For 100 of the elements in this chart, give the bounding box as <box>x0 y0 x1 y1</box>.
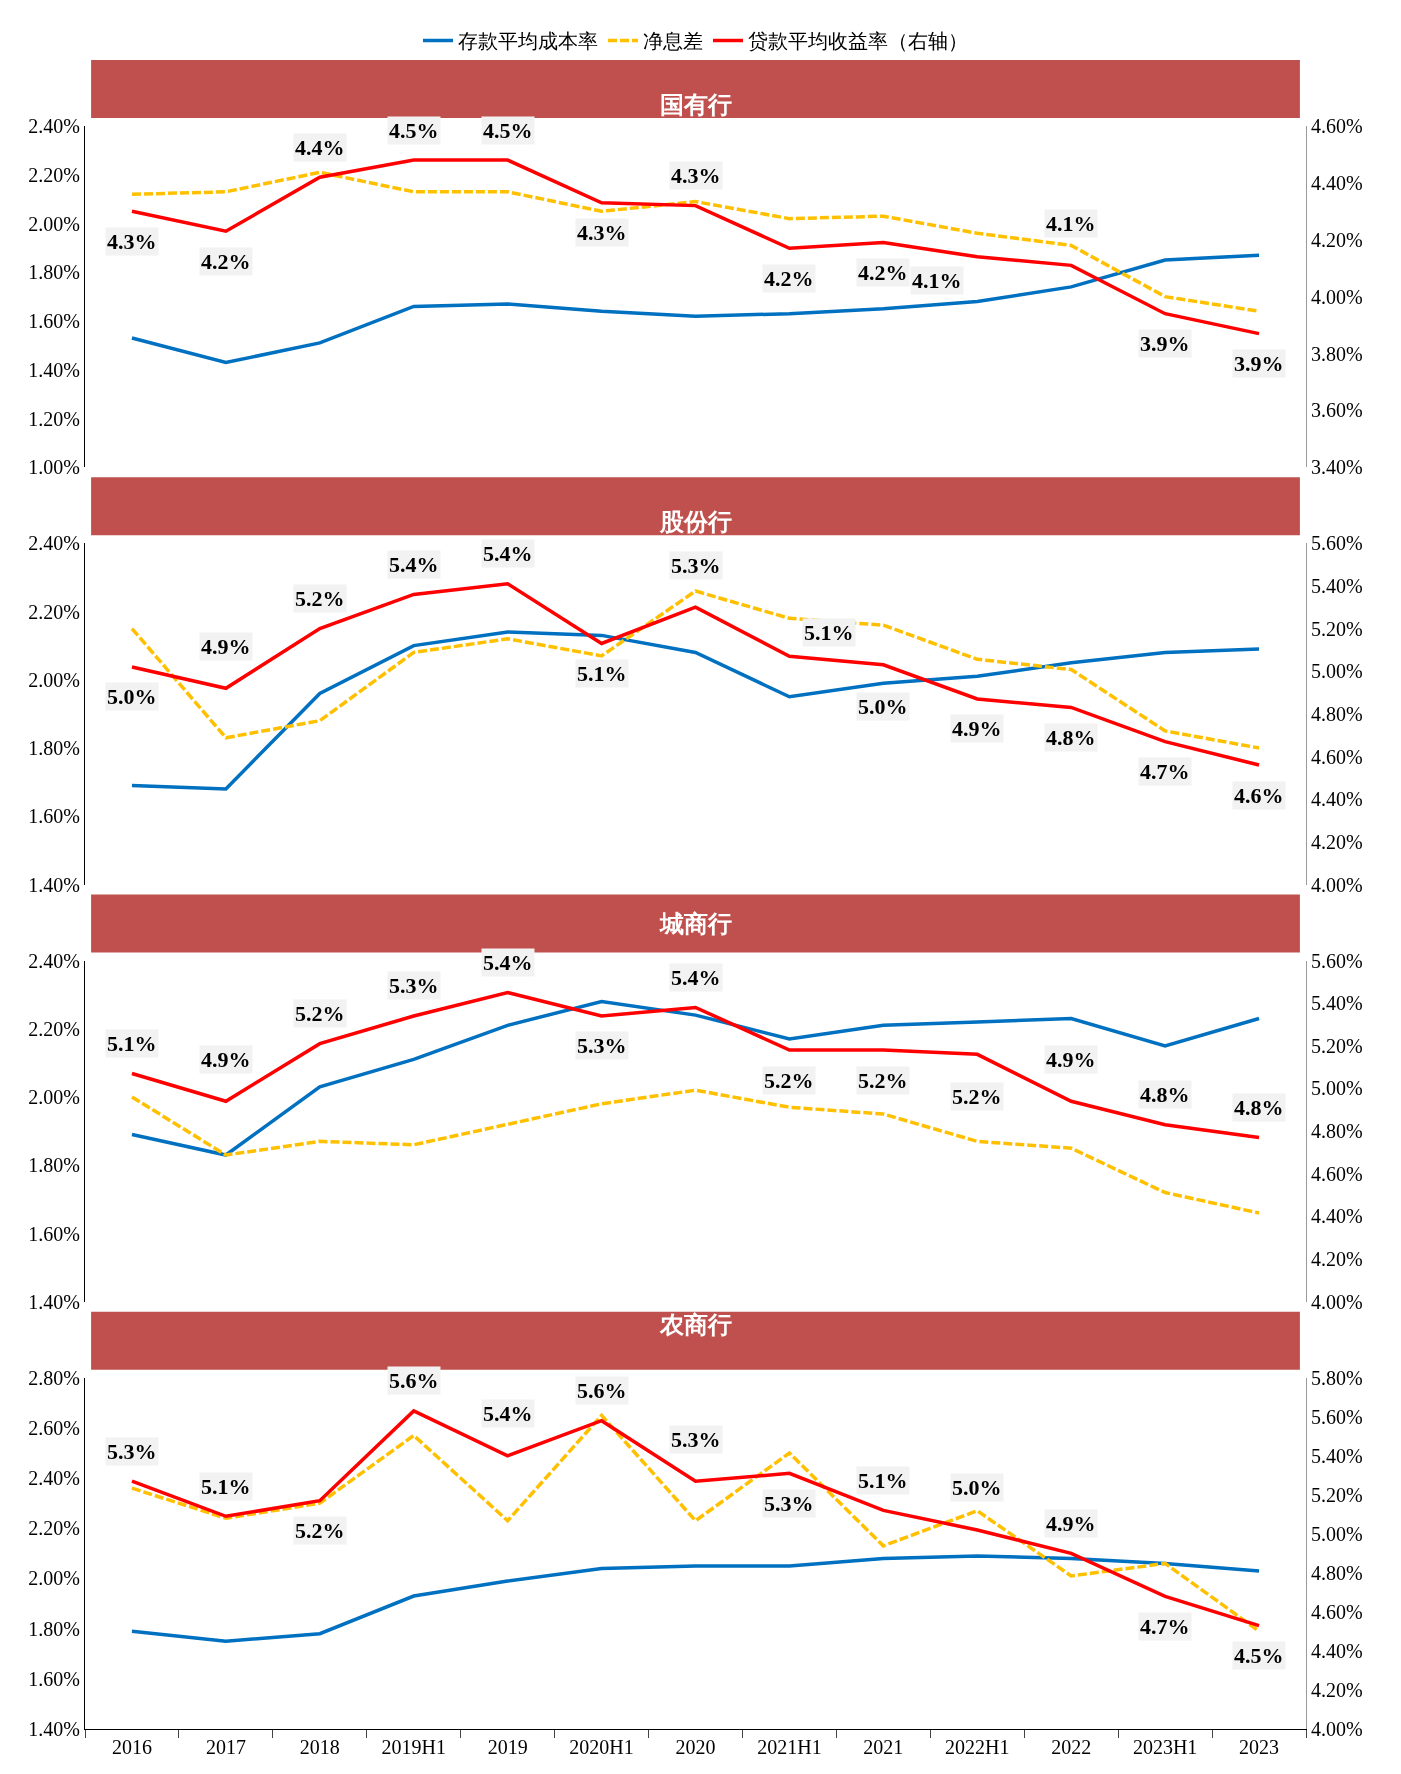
data-label: 5.4% <box>483 1401 533 1426</box>
data-label: 5.1% <box>858 1468 908 1493</box>
data-label: 5.4% <box>671 965 721 990</box>
y2-tick-label: 3.40% <box>1311 456 1363 479</box>
y-tick-label: 1.80% <box>28 1617 80 1640</box>
y-tick-label: 1.80% <box>28 737 80 759</box>
y-tick-label: 2.00% <box>28 1086 80 1108</box>
y2-tick-label: 4.60% <box>1311 745 1363 768</box>
data-label: 5.4% <box>483 541 533 566</box>
data-label: 5.2% <box>764 1068 814 1093</box>
y2-tick-label: 5.60% <box>1311 1405 1363 1428</box>
x-tick-label: 2021H1 <box>757 1736 822 1759</box>
y2-tick-label: 4.80% <box>1311 1561 1363 1584</box>
y2-tick-label: 3.80% <box>1311 342 1363 365</box>
data-label: 4.4% <box>295 135 345 160</box>
data-label: 5.3% <box>671 1427 721 1452</box>
legend-label: 存款平均成本率 <box>458 29 598 54</box>
data-label: 5.1% <box>107 1031 157 1056</box>
y2-tick-label: 4.40% <box>1311 788 1363 811</box>
y-tick-label: 1.20% <box>28 407 80 430</box>
data-label: 5.1% <box>201 1474 251 1499</box>
data-label: 5.4% <box>389 552 439 577</box>
y2-tick-label: 4.60% <box>1311 115 1363 137</box>
data-label: 5.0% <box>858 694 908 719</box>
legend-label: 贷款平均收益率（右轴） <box>748 29 968 54</box>
data-label: 5.3% <box>671 553 721 578</box>
y2-tick-label: 5.40% <box>1311 574 1363 597</box>
x-tick-label: 2019 <box>487 1736 528 1759</box>
y-tick-label: 1.40% <box>28 1290 80 1313</box>
y-tick-label: 2.60% <box>28 1416 80 1439</box>
data-label: 5.4% <box>483 950 533 975</box>
y-tick-label: 1.60% <box>28 310 80 332</box>
data-label: 4.7% <box>1140 759 1190 784</box>
y-tick-label: 2.00% <box>28 668 80 691</box>
y2-tick-label: 4.00% <box>1311 285 1363 308</box>
data-label: 4.7% <box>1140 1614 1190 1639</box>
data-label: 3.9% <box>1234 351 1284 376</box>
y2-tick-label: 4.20% <box>1311 830 1363 853</box>
data-label: 4.3% <box>107 229 157 254</box>
y-tick-label: 1.40% <box>28 358 80 381</box>
data-label: 4.9% <box>201 1047 251 1072</box>
y-tick-label: 2.20% <box>28 1017 80 1040</box>
y2-tick-label: 4.00% <box>1311 1290 1363 1313</box>
x-tick-label: 2019H1 <box>381 1736 446 1759</box>
x-tick-label: 2016 <box>111 1736 152 1759</box>
y2-tick-label: 4.20% <box>1311 1678 1363 1701</box>
y-tick-label: 1.60% <box>28 1667 80 1690</box>
legend-label: 净息差 <box>643 29 703 54</box>
x-tick-label: 2020H1 <box>569 1736 634 1759</box>
y-tick-label: 2.20% <box>28 1517 80 1540</box>
y-tick-label: 1.40% <box>28 1718 80 1740</box>
x-tick-label: 2018 <box>299 1736 340 1759</box>
y-tick-label: 1.80% <box>28 261 80 284</box>
data-label: 4.8% <box>1046 725 1096 750</box>
y-tick-label: 2.40% <box>28 532 80 555</box>
y-tick-label: 1.00% <box>28 456 80 479</box>
y2-tick-label: 5.60% <box>1311 949 1363 972</box>
x-tick-label: 2022 <box>1051 1736 1092 1759</box>
y-tick-label: 2.00% <box>28 212 80 235</box>
x-tick-label: 2023H1 <box>1132 1736 1198 1759</box>
data-label: 4.5% <box>1234 1643 1284 1668</box>
data-label: 4.8% <box>1140 1082 1190 1107</box>
y-tick-label: 1.60% <box>28 805 80 828</box>
x-tick-label: 2022H1 <box>945 1736 1010 1759</box>
y2-tick-label: 5.00% <box>1311 1522 1363 1545</box>
y2-tick-label: 4.00% <box>1311 873 1363 896</box>
data-label: 5.3% <box>764 1491 814 1516</box>
data-label: 5.6% <box>577 1378 627 1403</box>
y2-tick-label: 4.60% <box>1311 1600 1363 1623</box>
y2-tick-label: 5.20% <box>1311 1034 1363 1057</box>
line-series <box>130 1554 1261 1643</box>
data-label: 4.9% <box>1046 1511 1096 1536</box>
data-label: 4.1% <box>912 268 962 293</box>
x-tick-label: 2023 <box>1239 1736 1280 1759</box>
data-label: 4.8% <box>1234 1095 1284 1120</box>
y2-tick-label: 4.80% <box>1311 702 1363 725</box>
y-tick-label: 1.60% <box>28 1222 80 1245</box>
x-tick-label: 2017 <box>205 1736 246 1759</box>
data-label: 4.3% <box>671 163 721 188</box>
data-label: 4.3% <box>577 220 627 245</box>
data-label: 5.0% <box>952 1475 1002 1500</box>
chart-title: 股份行 <box>659 508 732 536</box>
y2-tick-label: 5.00% <box>1311 660 1363 683</box>
y2-tick-label: 4.60% <box>1311 1162 1363 1185</box>
y2-tick-label: 4.40% <box>1311 1639 1363 1662</box>
y-tick-label: 2.80% <box>28 1366 80 1389</box>
chart-title: 国有行 <box>660 91 732 119</box>
y2-tick-label: 5.20% <box>1311 617 1363 640</box>
data-label: 5.2% <box>295 1518 345 1543</box>
y2-tick-label: 4.20% <box>1311 228 1363 251</box>
y2-tick-label: 5.40% <box>1311 1444 1363 1467</box>
data-label: 4.9% <box>952 716 1002 741</box>
data-label: 4.9% <box>1046 1047 1096 1072</box>
y2-tick-label: 5.00% <box>1311 1077 1363 1100</box>
data-label: 5.6% <box>389 1368 439 1393</box>
data-label: 4.5% <box>389 118 439 143</box>
data-label: 4.2% <box>858 260 908 285</box>
data-label: 5.2% <box>295 586 345 611</box>
data-label: 5.3% <box>107 1439 157 1464</box>
y-tick-label: 2.40% <box>28 949 80 972</box>
